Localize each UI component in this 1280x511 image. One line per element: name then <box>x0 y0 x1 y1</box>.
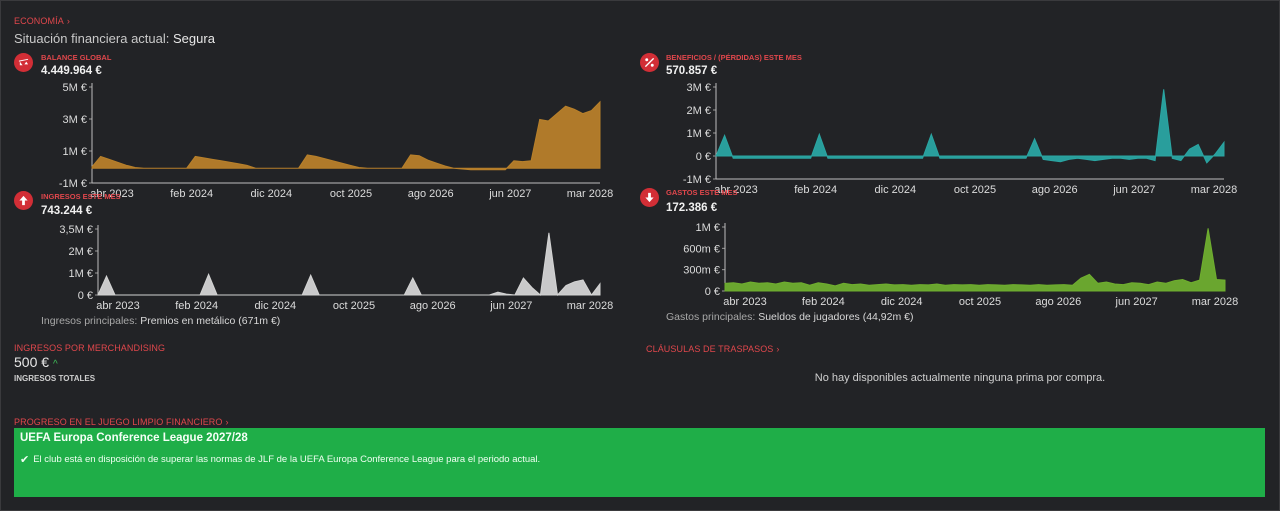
x-tick-label: ago 2026 <box>1035 296 1081 308</box>
x-tick-label: dic 2024 <box>251 188 293 200</box>
x-tick-label: jun 2027 <box>489 300 532 312</box>
x-tick-label: mar 2028 <box>567 300 613 312</box>
balance-chart: 5M € 3M € 1M € -1M €abr 2023 feb 2024 dic 202… <box>59 82 613 200</box>
merchandising-label: INGRESOS POR MERCHANDISING <box>14 343 166 353</box>
series-area <box>715 89 1225 164</box>
series-area <box>724 228 1226 292</box>
y-tick-label: 0 € <box>78 290 93 302</box>
x-tick-label: oct 2025 <box>333 300 375 312</box>
x-tick-label: dic 2024 <box>875 184 917 196</box>
gastos-value: 172.386 € <box>666 202 718 214</box>
beneficios-title: BENEFICIOS / (PÉRDIDAS) ESTE MES <box>666 53 802 62</box>
x-tick-label: dic 2024 <box>255 300 297 312</box>
percent-icon <box>640 53 659 72</box>
balance-title: BALANCE GLOBAL <box>41 53 112 62</box>
ffp-label: PROGRESO EN EL JUEGO LIMPIO FINANCIERO <box>14 417 223 427</box>
balance-scale-icon <box>14 53 33 72</box>
x-tick-label: abr 2023 <box>96 300 139 312</box>
y-tick-label: 3M € <box>687 82 711 94</box>
x-tick-label: oct 2025 <box>330 188 372 200</box>
x-tick-label: jun 2027 <box>1115 296 1158 308</box>
ingresos-title: INGRESOS ESTE MES <box>41 192 121 201</box>
trend-up-icon: ^ <box>53 359 58 370</box>
merchandising-amount: 500 € <box>14 354 50 370</box>
arrow-up-icon <box>14 191 33 210</box>
chevron-right-icon: › <box>225 417 229 427</box>
x-tick-label: feb 2024 <box>802 296 845 308</box>
ffp-message-text: El club está en disposición de superar l… <box>33 454 541 465</box>
chevron-right-icon: › <box>66 16 70 26</box>
y-tick-label: 1M € <box>687 128 711 140</box>
x-tick-label: dic 2024 <box>881 296 923 308</box>
gastos-chart: 1M € 600m € 300m € 0 €abr 2023 feb 2024 dic 2… <box>683 222 1238 308</box>
x-tick-label: feb 2024 <box>175 300 218 312</box>
financial-status: Situación financiera actual: Segura <box>14 31 215 46</box>
x-tick-label: ago 2026 <box>410 300 456 312</box>
clausulas-section-link[interactable]: CLÁUSULAS DE TRASPASOS › <box>646 344 780 354</box>
ingresos-note-value: Premios en metálico (671m €) <box>140 315 281 327</box>
x-tick-label: ago 2026 <box>408 188 454 200</box>
ingresos-value: 743.244 € <box>41 205 93 217</box>
ingresos-note: Ingresos principales: Premios en metálic… <box>41 315 280 327</box>
gastos-title: GASTOS ESTE MES <box>666 188 738 197</box>
y-tick-label: 3M € <box>63 114 87 126</box>
y-tick-label: -1M € <box>683 174 711 186</box>
clausulas-empty-text: No hay disponibles actualmente ninguna p… <box>814 372 1106 384</box>
ffp-title: UEFA Europa Conference League 2027/28 <box>20 432 248 444</box>
merchandising-sub: INGRESOS TOTALES <box>14 374 96 383</box>
beneficios-chart: 3M € 2M € 1M € 0 € -1M €abr 2023 feb 2024 dic … <box>683 82 1237 196</box>
y-tick-label: 3,5M € <box>59 224 93 236</box>
x-tick-label: jun 2027 <box>488 188 531 200</box>
x-tick-label: oct 2025 <box>959 296 1001 308</box>
y-tick-label: 5M € <box>63 82 87 94</box>
ingresos-note-label: Ingresos principales: <box>41 315 138 327</box>
y-tick-label: 600m € <box>683 243 720 255</box>
economia-label: ECONOMÍA <box>14 16 64 26</box>
y-tick-label: 2M € <box>69 246 93 258</box>
y-tick-label: 300m € <box>683 265 720 277</box>
ffp-panel: UEFA Europa Conference League 2027/28 ✔ … <box>14 428 1265 497</box>
gastos-note-label: Gastos principales: <box>666 311 756 323</box>
x-tick-label: feb 2024 <box>170 188 213 200</box>
y-tick-label: 1M € <box>696 222 720 234</box>
balance-value: 4.449.964 € <box>41 65 102 77</box>
chevron-right-icon: › <box>776 344 780 354</box>
ingresos-chart: 3,5M € 2M € 1M € 0 €abr 2023 feb 2024 dic 202… <box>59 224 613 312</box>
clausulas-label: CLÁUSULAS DE TRASPASOS <box>646 344 774 354</box>
gastos-note-value: Sueldos de jugadores (44,92m €) <box>758 311 914 323</box>
x-tick-label: feb 2024 <box>794 184 837 196</box>
gastos-note: Gastos principales: Sueldos de jugadores… <box>666 311 913 323</box>
series-area <box>97 232 601 297</box>
merchandising-section-link[interactable]: INGRESOS POR MERCHANDISING <box>14 343 165 353</box>
x-tick-label: mar 2028 <box>1191 184 1237 196</box>
x-tick-label: oct 2025 <box>954 184 996 196</box>
merchandising-value: 500 € ^ <box>14 354 58 370</box>
y-tick-label: 0 € <box>696 151 711 163</box>
ffp-section-link[interactable]: PROGRESO EN EL JUEGO LIMPIO FINANCIERO › <box>14 417 229 427</box>
economia-section-link[interactable]: ECONOMÍA › <box>14 16 70 26</box>
y-tick-label: 0 € <box>705 286 720 298</box>
series-area <box>91 100 601 171</box>
x-tick-label: ago 2026 <box>1032 184 1078 196</box>
x-tick-label: mar 2028 <box>1192 296 1238 308</box>
x-tick-label: mar 2028 <box>567 188 613 200</box>
y-tick-label: 1M € <box>63 146 87 158</box>
x-tick-label: abr 2023 <box>723 296 766 308</box>
y-tick-label: 2M € <box>687 105 711 117</box>
x-tick-label: abr 2023 <box>714 184 757 196</box>
y-tick-label: 1M € <box>69 268 93 280</box>
check-icon: ✔ <box>20 454 30 466</box>
financial-status-label: Situación financiera actual: <box>14 31 170 46</box>
y-tick-label: -1M € <box>59 178 87 190</box>
x-tick-label: abr 2023 <box>90 188 133 200</box>
beneficios-value: 570.857 € <box>666 65 718 77</box>
arrow-down-icon <box>640 188 659 207</box>
x-tick-label: jun 2027 <box>1112 184 1155 196</box>
ffp-message: ✔ El club está en disposición de superar… <box>20 453 540 466</box>
financial-status-value: Segura <box>173 31 215 46</box>
